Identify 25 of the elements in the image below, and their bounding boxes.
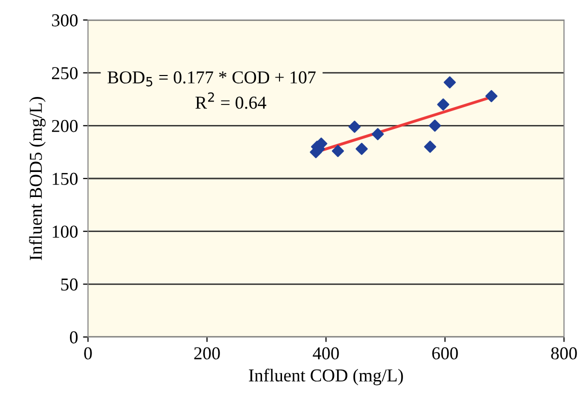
- x-axis-title: Influent COD (mg/L): [248, 368, 403, 386]
- point: [437, 98, 450, 111]
- point: [372, 128, 384, 140]
- x-tick-label: 200: [194, 347, 220, 360]
- x-tick-label: 600: [432, 347, 458, 360]
- y-tick-label: 200: [52, 120, 78, 132]
- point: [428, 120, 441, 132]
- y-tick-label: 250: [52, 67, 78, 80]
- y-tick-label: 150: [52, 172, 78, 185]
- point: [332, 144, 344, 158]
- x-tick-label: 0: [84, 347, 92, 360]
- x-tick-label: 400: [312, 347, 339, 360]
- y-axis-title: Influent BOD5 (mg/L): [29, 97, 46, 260]
- point: [348, 120, 361, 133]
- point: [356, 142, 368, 155]
- y-tick-label: 300: [52, 14, 78, 26]
- y-tick-label: 100: [52, 226, 78, 238]
- annotation: R$^{2}$ = 0.64: [195, 92, 266, 109]
- x-tick-label: 800: [551, 347, 577, 360]
- point: [424, 140, 436, 153]
- point: [444, 76, 456, 88]
- y-tick-label: 0: [70, 331, 78, 344]
- point: [485, 90, 498, 102]
- annotation: BOD$_{5}$ = 0.177 * COD + 107: [108, 71, 316, 86]
- y-tick-label: 50: [61, 278, 78, 291]
